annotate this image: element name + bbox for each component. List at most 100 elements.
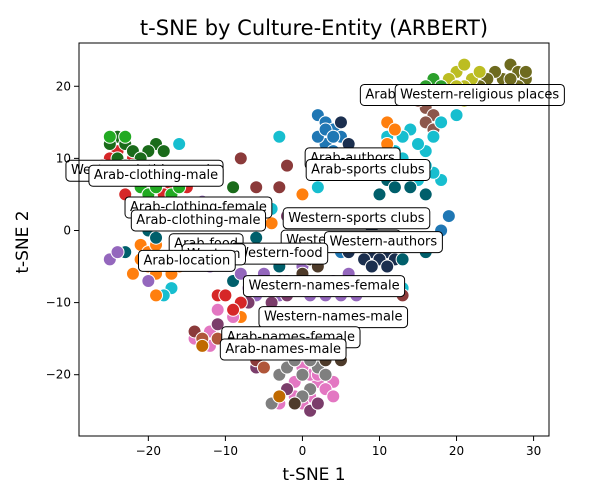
annotation-text: Arab-clothing-male (136, 213, 260, 228)
scatter-point (310, 180, 325, 195)
scatter-point (326, 129, 341, 144)
annotation-label: Western-food (230, 242, 329, 265)
scatter-point (503, 72, 518, 87)
scatter-point (149, 230, 164, 245)
scatter-point (387, 122, 402, 137)
scatter-point (272, 180, 287, 195)
scatter-point (210, 317, 225, 332)
annotation-box (88, 164, 224, 187)
scatter-point (218, 288, 233, 303)
annotation-text: Western-names-male (264, 310, 403, 325)
annotation-box (219, 338, 347, 361)
x-tick-label: 0 (299, 444, 307, 458)
scatter-point (449, 108, 464, 123)
annotation-box (282, 207, 431, 230)
scatter-point (287, 396, 302, 411)
annotation-text: Western-names-female (248, 279, 399, 294)
x-tick-label: 10 (372, 444, 387, 458)
scatter-point (118, 129, 133, 144)
annotation-label: Western-names-male (258, 306, 409, 329)
annotation-box (394, 83, 565, 106)
scatter-point (210, 302, 225, 317)
annotation-box (138, 249, 236, 272)
annotation-text: Western-food (236, 246, 323, 261)
scatter-point (280, 158, 295, 173)
annotation-text: Western-religious places (400, 87, 559, 102)
scatter-point (395, 252, 410, 267)
annotation-label: Western-sports clubs (282, 207, 431, 230)
scatter-point (110, 245, 125, 260)
scatter-point (156, 144, 171, 159)
scatter-point (125, 266, 140, 281)
annotation-label: Western-religious places (394, 83, 565, 106)
scatter-point (149, 288, 164, 303)
annotation-text: Western-authors (330, 235, 438, 250)
annotations: Arab-religious placesWestern-religious p… (65, 83, 565, 361)
scatter-point (102, 129, 117, 144)
scatter-point (226, 180, 241, 195)
scatter-point (434, 115, 449, 130)
scatter-point (195, 338, 210, 353)
scatter-point (226, 302, 241, 317)
scatter-point (272, 129, 287, 144)
scatter-point (403, 180, 418, 195)
annotation-box (130, 209, 267, 232)
scatter-point (457, 57, 472, 72)
annotation-label: Arab-sports clubs (305, 158, 431, 181)
x-tick-label: 30 (526, 444, 541, 458)
annotation-label: Arab-location (138, 249, 236, 272)
scatter-point (249, 180, 264, 195)
scatter-point (233, 151, 248, 166)
scatter-point (472, 64, 487, 79)
y-tick-label: −10 (46, 296, 71, 310)
scatter-point (272, 389, 287, 404)
scatter-point (310, 396, 325, 411)
scatter-point (518, 64, 533, 79)
y-tick-label: 0 (63, 223, 71, 237)
chart-title: t-SNE by Culture-Entity (ARBERT) (140, 16, 488, 40)
annotation-label: Arab-names-male (219, 338, 347, 361)
annotation-label: Arab-clothing-male (88, 164, 224, 187)
scatter-point (441, 209, 456, 224)
annotation-text: Western-sports clubs (288, 211, 425, 226)
x-tick-label: −20 (136, 444, 161, 458)
scatter-point (333, 115, 348, 130)
y-axis-ticks: −20 −10 0 10 20 (46, 79, 79, 382)
annotation-text: Arab-names-male (225, 342, 341, 357)
y-axis-label: t-SNE 2 (13, 210, 33, 273)
annotation-label: Arab-clothing-male (130, 209, 267, 232)
scatter-point (418, 187, 433, 202)
scatter-point (256, 360, 271, 375)
scatter-point (318, 367, 333, 382)
scatter-point (141, 273, 156, 288)
scatter-point (380, 259, 395, 274)
x-axis-ticks: −20 −10 0 10 20 30 (136, 436, 541, 458)
y-tick-label: 10 (56, 151, 71, 165)
x-tick-label: 20 (449, 444, 464, 458)
scatter-point (411, 136, 426, 151)
annotation-text: Arab-clothing-male (94, 168, 218, 183)
y-tick-label: 20 (56, 79, 71, 93)
scatter-point (326, 389, 341, 404)
scatter-point (387, 180, 402, 195)
x-axis-label: t-SNE 1 (282, 465, 345, 485)
scatter-point (172, 136, 187, 151)
y-tick-label: −20 (46, 368, 71, 382)
annotation-box (305, 158, 431, 181)
scatter-point (426, 129, 441, 144)
annotation-label: Western-names-female (242, 275, 406, 298)
plot-frame (78, 42, 550, 437)
scatter-point (249, 230, 264, 245)
scatter-point (364, 259, 379, 274)
scatter-point (264, 216, 279, 231)
annotation-label: Western-authors (324, 231, 443, 254)
x-tick-label: −10 (213, 444, 238, 458)
annotation-text: Arab-sports clubs (311, 162, 425, 177)
annotation-box (242, 275, 406, 298)
scatter-point (372, 187, 387, 202)
scatter-point (295, 367, 310, 382)
annotation-text: Arab-location (144, 253, 231, 268)
scatter-point (295, 187, 310, 202)
annotation-box (324, 231, 443, 254)
